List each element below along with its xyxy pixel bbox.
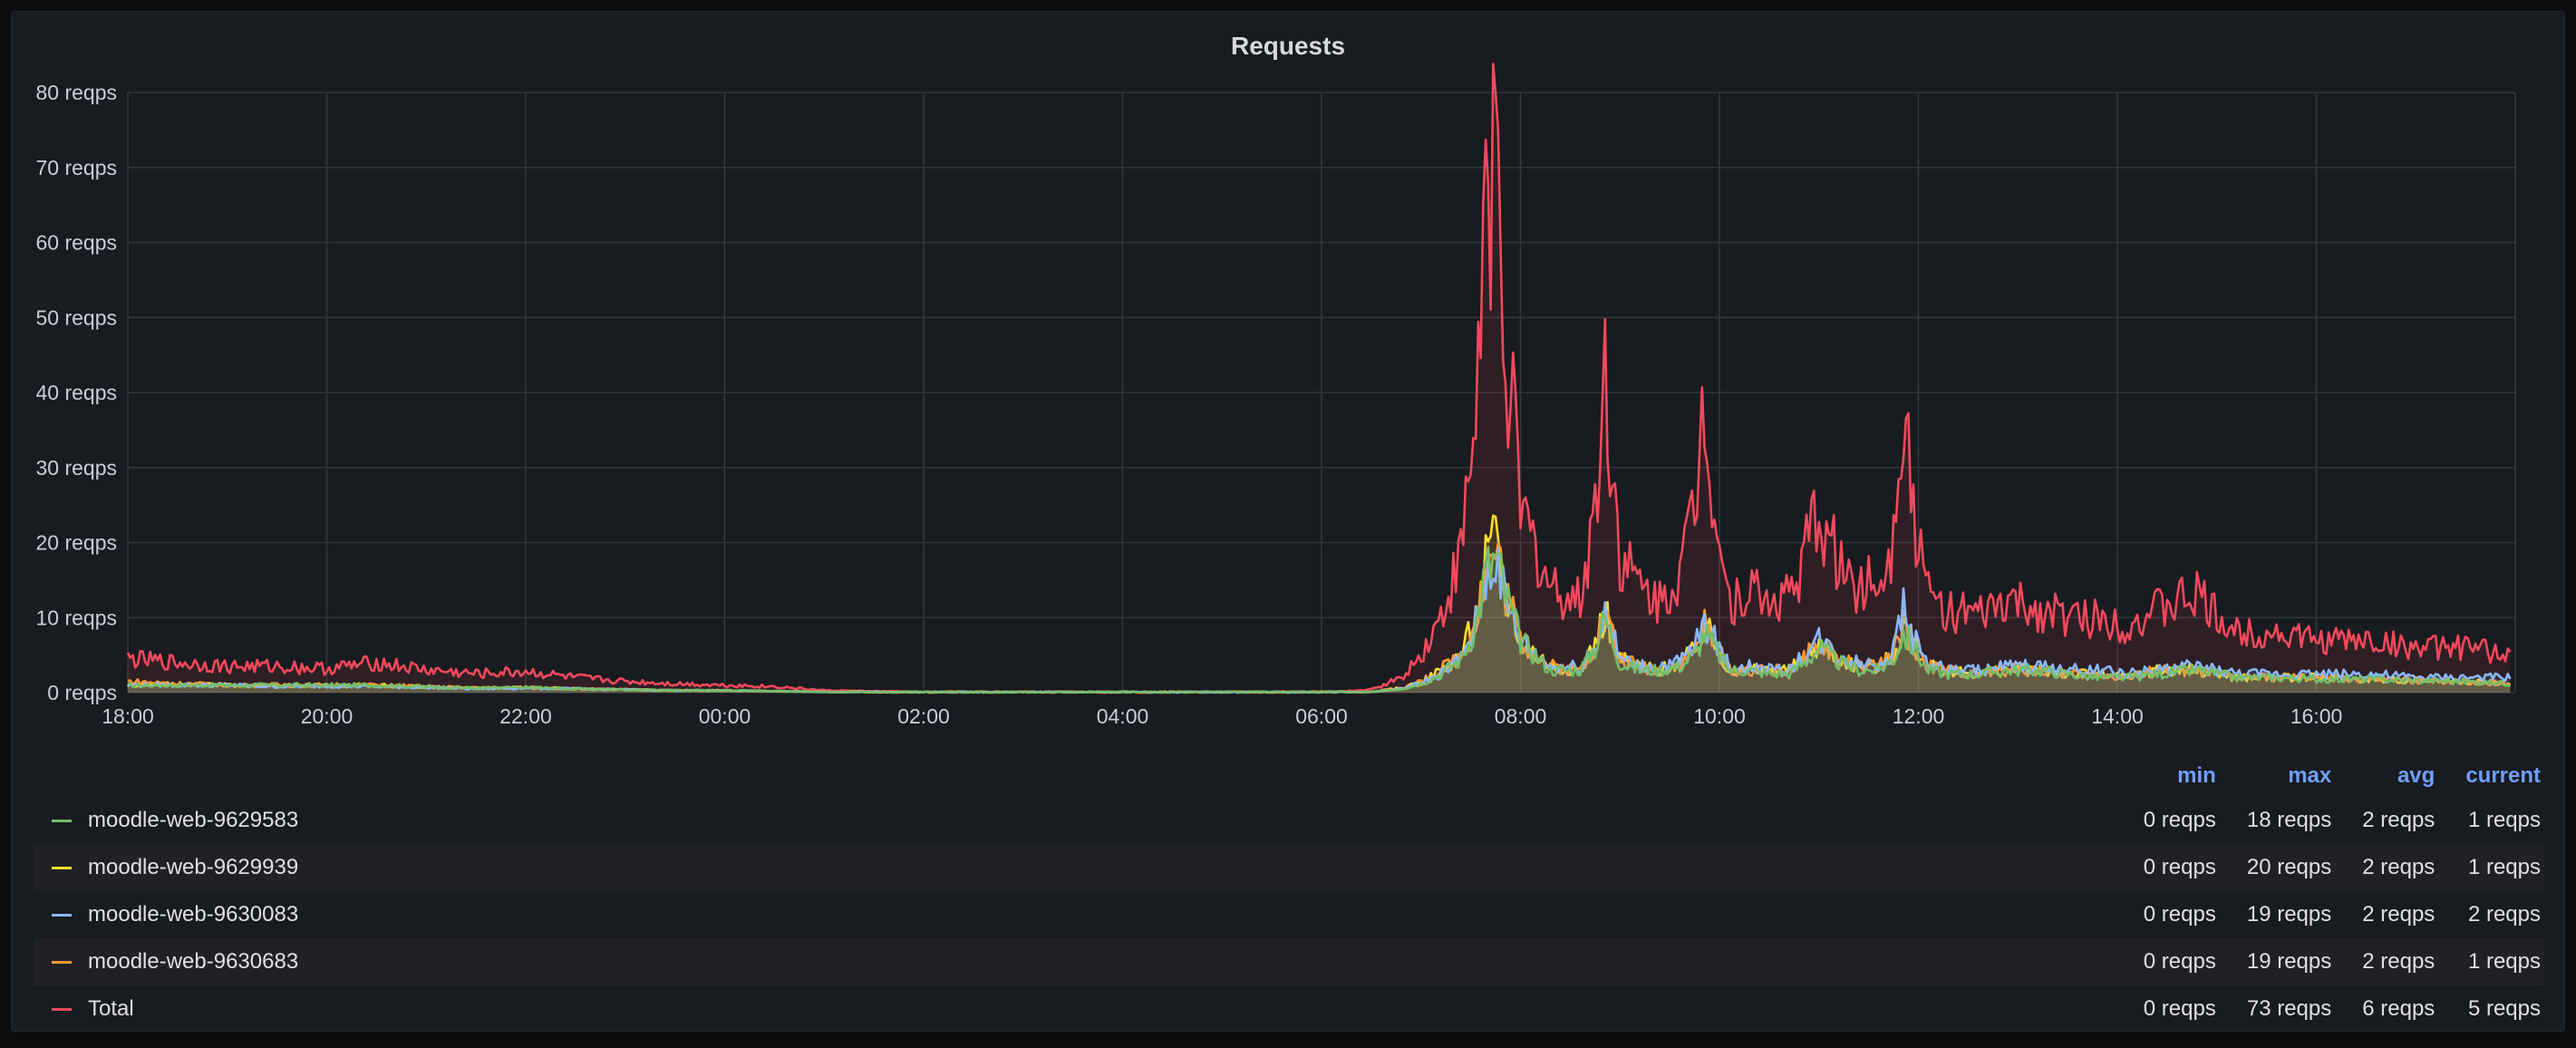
y-tick-label: 0 reqps [47, 681, 117, 704]
legend-value-min: 0 reqps [2116, 844, 2220, 891]
legend-row[interactable]: moodle-web-9629939 0 reqps 20 reqps 2 reqps… [34, 844, 2544, 891]
legend-swatch-icon [52, 820, 72, 823]
legend-value-max: 19 reqps [2219, 938, 2336, 985]
requests-panel: Requests 0 reqps 10 reqps 20 reqps 30 reqps… [11, 11, 2565, 1032]
legend-row[interactable]: moodle-web-9630083 0 reqps 19 reqps 2 reqps… [34, 891, 2544, 938]
legend-value-avg: 2 reqps [2335, 844, 2439, 891]
legend-series-name[interactable]: moodle-web-9629583 [34, 797, 2116, 844]
legend-value-avg: 6 reqps [2362, 996, 2436, 1021]
x-tick-label: 18:00 [102, 704, 154, 728]
y-tick-label: 60 reqps [35, 231, 117, 255]
legend-value-current: 1 reqps [2438, 844, 2544, 891]
legend-header-min[interactable]: min [2177, 763, 2216, 788]
legend-row[interactable]: moodle-web-9629583 0 reqps 18 reqps 2 reqps… [34, 797, 2544, 844]
legend-value-avg: 2 reqps [2362, 902, 2436, 927]
legend-row[interactable]: moodle-web-9630683 0 reqps 19 reqps 2 reqps… [34, 938, 2544, 985]
y-tick-label: 20 reqps [35, 531, 117, 555]
x-tick-label: 04:00 [1097, 704, 1149, 728]
legend-series-label[interactable]: moodle-web-9629939 [88, 855, 299, 879]
y-tick-label: 40 reqps [35, 381, 117, 404]
legend-value-avg: 2 reqps [2335, 938, 2439, 985]
legend-header-max[interactable]: max [2288, 763, 2332, 788]
legend-swatch-icon [52, 914, 72, 917]
legend-value-current: 1 reqps [2467, 808, 2541, 832]
series-area-moodle-web-9630083 [128, 548, 2511, 693]
legend-header-current[interactable]: current [2465, 763, 2541, 788]
x-tick-label: 14:00 [2091, 704, 2144, 728]
legend-value-max: 18 reqps [2246, 808, 2332, 832]
panel-title[interactable]: Requests [1230, 32, 1346, 60]
legend-value-min: 0 reqps [2116, 938, 2220, 985]
x-tick-label: 16:00 [2290, 704, 2343, 728]
legend-header-row: min max avg current [34, 755, 2544, 797]
legend-series-label[interactable]: moodle-web-9630683 [88, 949, 299, 974]
legend-value-min: 0 reqps [2143, 996, 2216, 1021]
x-tick-label: 02:00 [897, 704, 950, 728]
y-tick-label: 50 reqps [35, 306, 117, 329]
legend-row[interactable]: Total 0 reqps 73 reqps 6 reqps 5 reqps [34, 985, 2544, 1033]
x-tick-label: 22:00 [499, 704, 552, 728]
legend-value-current: 1 reqps [2438, 938, 2544, 985]
legend-value-max: 19 reqps [2246, 902, 2332, 927]
y-tick-label: 10 reqps [35, 606, 117, 629]
x-tick-label: 10:00 [1693, 704, 1746, 728]
legend-series-label[interactable]: Total [88, 996, 134, 1021]
legend-value-max: 20 reqps [2219, 844, 2336, 891]
x-axis: 18:00 20:00 22:00 00:00 02:00 04:00 06:00 08:00… [102, 704, 2342, 728]
legend-series-name[interactable]: moodle-web-9630683 [34, 938, 2116, 985]
x-tick-label: 20:00 [301, 704, 353, 728]
legend-series-name[interactable]: Total [34, 985, 2116, 1033]
requests-chart: 0 reqps 10 reqps 20 reqps 30 reqps 40 reqps 5… [35, 63, 2516, 728]
legend-value-current: 5 reqps [2467, 996, 2541, 1021]
legend-series-name[interactable]: moodle-web-9630083 [34, 891, 2116, 938]
y-tick-label: 30 reqps [35, 456, 117, 480]
legend-swatch-icon [52, 1008, 72, 1012]
legend-header-avg[interactable]: avg [2397, 763, 2436, 788]
legend-value-current: 2 reqps [2467, 902, 2541, 927]
legend-value-avg: 2 reqps [2362, 808, 2436, 832]
x-tick-label: 00:00 [699, 704, 751, 728]
legend-value-min: 0 reqps [2143, 808, 2216, 832]
legend-value-min: 0 reqps [2143, 902, 2216, 927]
y-axis: 0 reqps 10 reqps 20 reqps 30 reqps 40 reqps 5… [35, 81, 117, 704]
series-line-moodle-web-9629583[interactable] [127, 546, 2511, 694]
series-area-moodle-web-9629583 [128, 547, 2511, 693]
legend-series-label[interactable]: moodle-web-9630083 [88, 902, 299, 927]
y-tick-label: 70 reqps [35, 156, 117, 180]
legend-series-label[interactable]: moodle-web-9629583 [88, 808, 299, 832]
chart-grid [127, 92, 2516, 694]
y-tick-label: 80 reqps [35, 81, 117, 104]
legend-value-max: 73 reqps [2246, 996, 2332, 1021]
plot-area[interactable] [126, 63, 2512, 694]
series-line-total[interactable] [126, 63, 2512, 694]
legend-series-name[interactable]: moodle-web-9629939 [34, 844, 2116, 891]
x-tick-label: 08:00 [1495, 704, 1547, 728]
legend-table: min max avg current moodle-web-9629583 0 … [34, 755, 2544, 1033]
legend-swatch-icon [52, 867, 72, 870]
legend-swatch-icon [52, 961, 72, 965]
x-tick-label: 12:00 [1893, 704, 1945, 728]
x-tick-label: 06:00 [1295, 704, 1348, 728]
